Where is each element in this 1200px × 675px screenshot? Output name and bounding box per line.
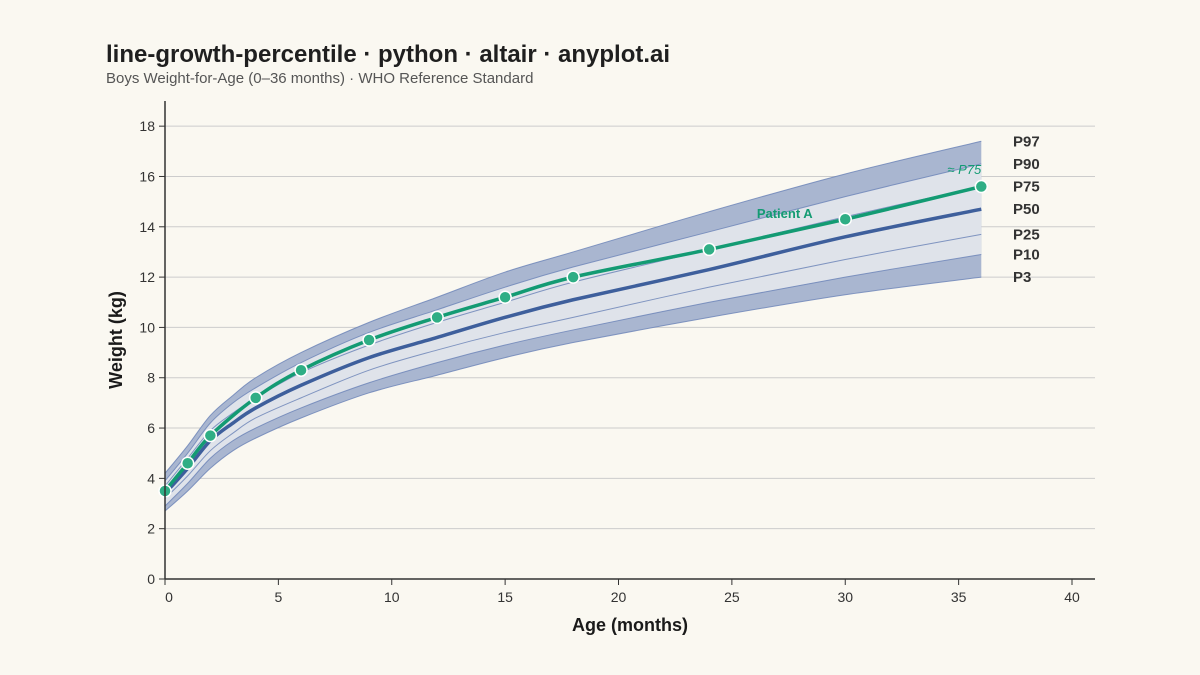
x-tick-label-10: 10 [384, 589, 400, 605]
patient-series: Patient A ≈ P75 [158, 162, 989, 498]
chart-title: line-growth-percentile · python · altair… [106, 41, 670, 68]
percentile-line-p97 [164, 140, 982, 474]
percentile-line-p90 [164, 163, 982, 482]
percentile-labels: P97 P90 P75 P50 P25 P10 P3 [1013, 133, 1040, 286]
percentile-label-p25: P25 [1013, 226, 1040, 243]
patient-point-9 [362, 333, 376, 347]
y-tick-label-14: 14 [139, 219, 155, 235]
y-tick-label-10: 10 [139, 319, 155, 335]
patient-name-label: Patient A [757, 206, 813, 221]
patient-point-1 [180, 456, 195, 471]
x-tick-label-0: 0 [165, 589, 173, 605]
x-tick-label-15: 15 [497, 589, 513, 605]
percentile-line-p10 [164, 253, 982, 507]
y-tick-label-12: 12 [139, 269, 155, 285]
x-tick-label-30: 30 [837, 589, 853, 605]
percentile-label-p10: P10 [1013, 246, 1040, 263]
x-tick-label-40: 40 [1064, 589, 1080, 605]
patient-point-2 [203, 428, 218, 443]
x-tick-label-35: 35 [951, 589, 967, 605]
percentile-bands [165, 141, 982, 512]
y-tick-label-4: 4 [147, 470, 155, 486]
percentile-label-p75: P75 [1013, 179, 1040, 196]
band-p10-p90 [165, 163, 982, 507]
percentile-line-p25 [164, 233, 982, 499]
y-axis-title: Weight (kg) [106, 291, 126, 389]
patient-point-15 [498, 290, 512, 304]
percentile-label-p50: P50 [1013, 201, 1040, 218]
y-tick-label-8: 8 [147, 370, 155, 386]
percentile-label-p97: P97 [1013, 133, 1040, 150]
percentile-line-p3 [164, 276, 982, 512]
chart-subtitle: Boys Weight-for-Age (0–36 months) · WHO … [106, 70, 533, 87]
x-axis-title: Age (months) [572, 615, 688, 635]
y-tick-label-16: 16 [139, 168, 155, 184]
x-tick-label-5: 5 [274, 589, 282, 605]
x-tick-label-25: 25 [724, 589, 740, 605]
patient-point-36 [974, 179, 989, 194]
y-tick-label-6: 6 [147, 420, 155, 436]
patient-point-24 [702, 242, 716, 257]
axes: 0 2 4 6 8 10 12 14 16 18 0 5 10 15 20 25 30 35 40 [139, 101, 1095, 605]
y-tick-label-18: 18 [139, 118, 155, 134]
patient-point-4 [248, 391, 263, 405]
patient-point-6 [294, 363, 308, 377]
y-tick-label-0: 0 [147, 571, 155, 587]
patient-point-12 [430, 310, 444, 325]
percentile-label-p90: P90 [1013, 156, 1040, 173]
x-tick-label-20: 20 [611, 589, 627, 605]
patient-percentile-annotation: ≈ P75 [947, 162, 982, 177]
patient-point-18 [566, 270, 580, 284]
percentile-lines [163, 140, 982, 512]
patient-point-30 [838, 212, 852, 226]
y-tick-label-2: 2 [147, 521, 155, 537]
percentile-label-p3: P3 [1013, 269, 1031, 286]
